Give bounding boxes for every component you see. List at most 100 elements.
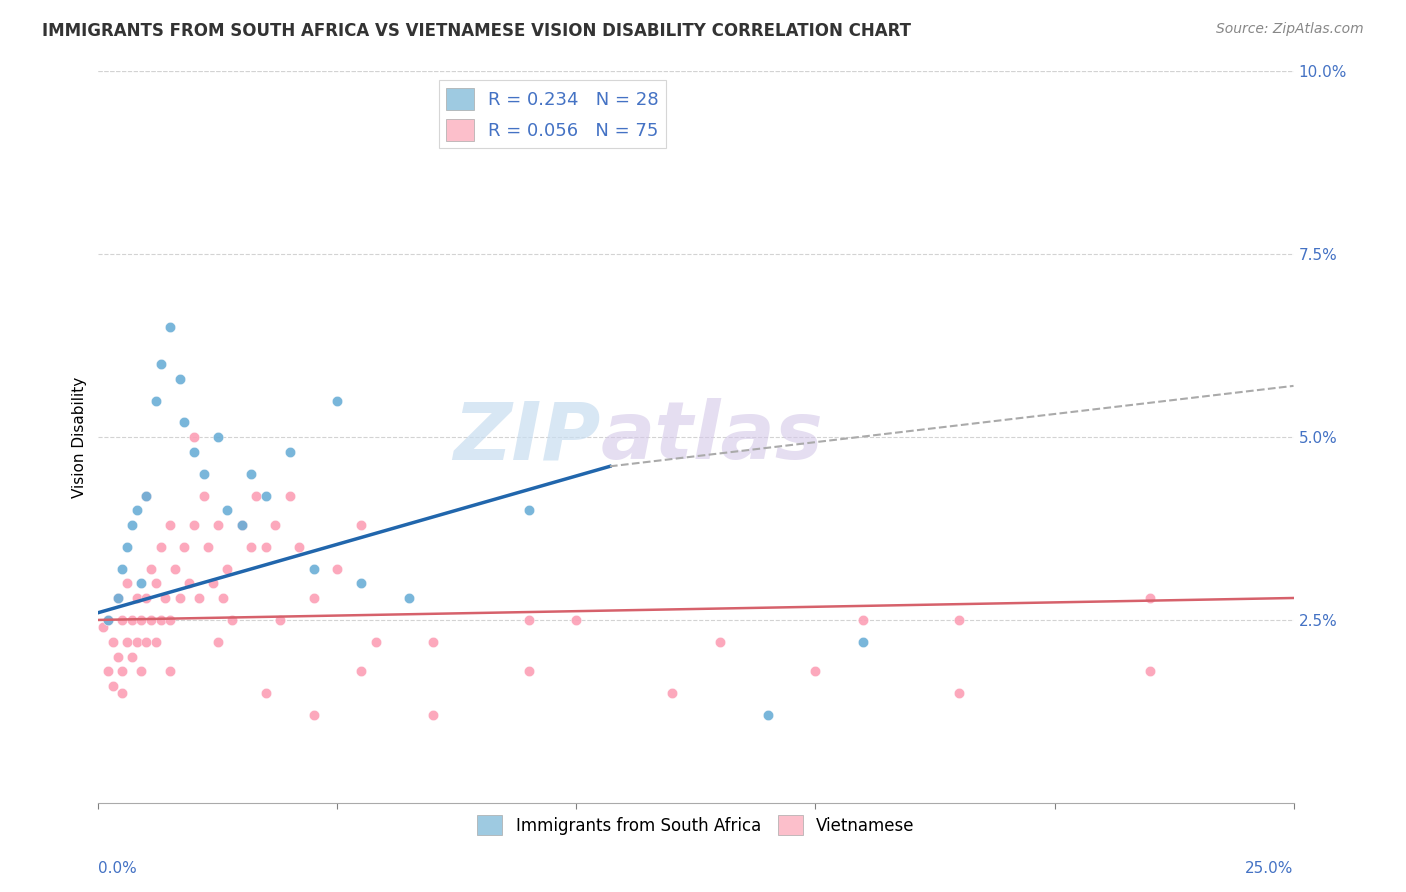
Point — [948, 613, 970, 627]
Point — [211, 591, 233, 605]
Point — [231, 517, 253, 532]
Point — [398, 591, 420, 605]
Point — [197, 540, 219, 554]
Point — [350, 517, 373, 532]
Point — [131, 613, 153, 627]
Point — [231, 517, 253, 532]
Point — [163, 562, 186, 576]
Point — [207, 635, 229, 649]
Point — [101, 679, 124, 693]
Point — [145, 635, 167, 649]
Point — [756, 708, 779, 723]
Point — [217, 562, 239, 576]
Point — [159, 517, 181, 532]
Point — [254, 540, 277, 554]
Point — [193, 467, 215, 481]
Point — [125, 503, 148, 517]
Point — [517, 664, 540, 678]
Point — [97, 613, 120, 627]
Point — [422, 708, 444, 723]
Point — [159, 664, 181, 678]
Point — [422, 635, 444, 649]
Text: 25.0%: 25.0% — [1246, 862, 1294, 876]
Point — [179, 576, 201, 591]
Point — [217, 503, 239, 517]
Point — [159, 613, 181, 627]
Point — [121, 517, 143, 532]
Point — [149, 613, 172, 627]
Point — [173, 540, 195, 554]
Point — [159, 320, 181, 334]
Point — [207, 517, 229, 532]
Point — [125, 591, 148, 605]
Point — [254, 686, 277, 700]
Point — [155, 591, 177, 605]
Point — [169, 591, 191, 605]
Point — [145, 576, 167, 591]
Point — [139, 613, 162, 627]
Point — [121, 613, 143, 627]
Point — [302, 562, 325, 576]
Legend: Immigrants from South Africa, Vietnamese: Immigrants from South Africa, Vietnamese — [471, 808, 921, 842]
Point — [245, 489, 267, 503]
Point — [661, 686, 683, 700]
Point — [111, 686, 134, 700]
Point — [254, 489, 277, 503]
Text: IMMIGRANTS FROM SOUTH AFRICA VS VIETNAMESE VISION DISABILITY CORRELATION CHART: IMMIGRANTS FROM SOUTH AFRICA VS VIETNAME… — [42, 22, 911, 40]
Point — [1139, 664, 1161, 678]
Text: atlas: atlas — [600, 398, 823, 476]
Point — [517, 613, 540, 627]
Point — [231, 517, 253, 532]
Point — [302, 708, 325, 723]
Point — [350, 664, 373, 678]
Point — [97, 613, 120, 627]
Point — [264, 517, 287, 532]
Point — [97, 664, 120, 678]
Y-axis label: Vision Disability: Vision Disability — [72, 376, 87, 498]
Point — [135, 635, 157, 649]
Point — [183, 517, 205, 532]
Point — [149, 540, 172, 554]
Point — [565, 613, 588, 627]
Point — [269, 613, 291, 627]
Point — [804, 664, 827, 678]
Point — [145, 393, 167, 408]
Point — [221, 613, 243, 627]
Point — [149, 357, 172, 371]
Point — [121, 649, 143, 664]
Point — [302, 591, 325, 605]
Point — [278, 489, 301, 503]
Point — [131, 664, 153, 678]
Text: 0.0%: 0.0% — [98, 862, 138, 876]
Point — [135, 489, 157, 503]
Point — [350, 576, 373, 591]
Point — [852, 635, 875, 649]
Text: ZIP: ZIP — [453, 398, 600, 476]
Point — [326, 562, 349, 576]
Point — [107, 591, 129, 605]
Point — [115, 540, 138, 554]
Point — [111, 613, 134, 627]
Point — [202, 576, 225, 591]
Point — [517, 503, 540, 517]
Point — [139, 562, 162, 576]
Point — [852, 613, 875, 627]
Point — [193, 489, 215, 503]
Point — [91, 620, 114, 634]
Point — [173, 416, 195, 430]
Point — [107, 649, 129, 664]
Point — [364, 635, 387, 649]
Point — [240, 540, 263, 554]
Point — [107, 591, 129, 605]
Point — [948, 686, 970, 700]
Point — [183, 444, 205, 458]
Point — [111, 562, 134, 576]
Point — [183, 430, 205, 444]
Point — [115, 635, 138, 649]
Point — [187, 591, 209, 605]
Point — [101, 635, 124, 649]
Point — [135, 489, 157, 503]
Point — [278, 444, 301, 458]
Point — [326, 393, 349, 408]
Point — [111, 664, 134, 678]
